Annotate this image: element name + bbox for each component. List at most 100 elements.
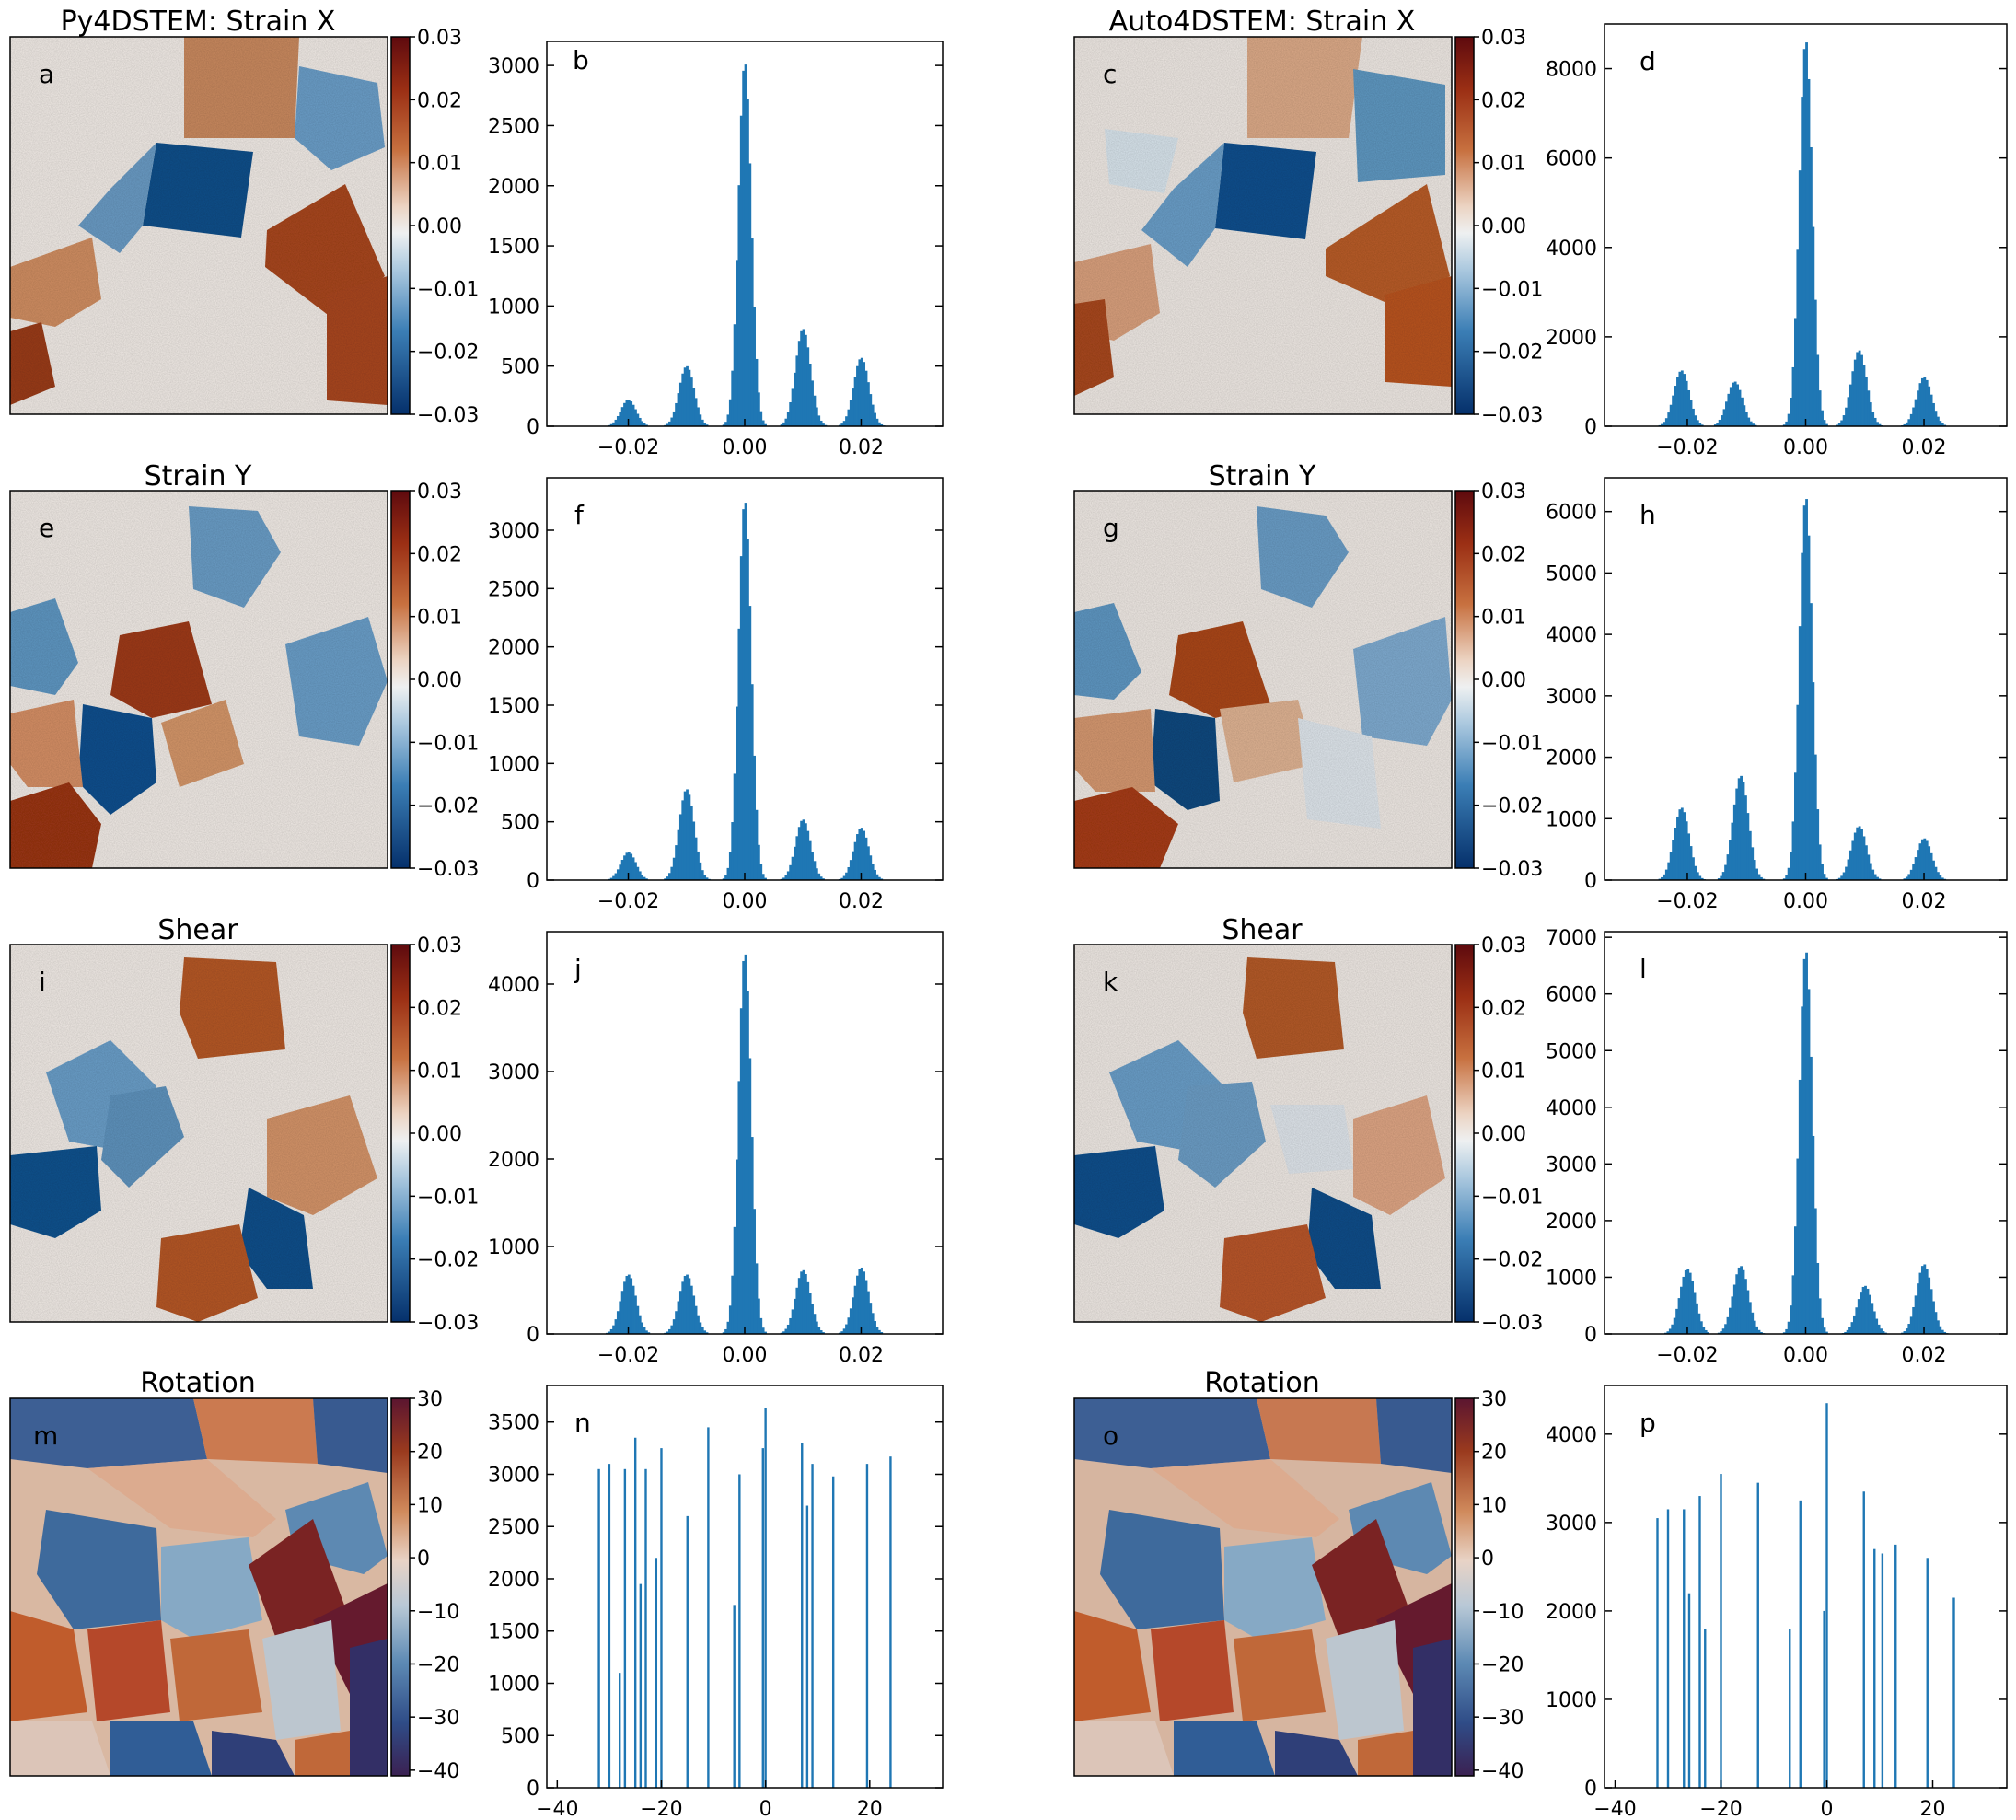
hist-bar-b-3 [815,407,818,426]
hist-bar-b-2 [731,370,735,426]
hist-bar-h-3 [1869,863,1872,880]
panel-label-c: c [1103,59,1117,89]
hist-bar-j-2 [739,1008,743,1334]
cbar-tick-label-3-1-1: 20 [1481,1442,1507,1465]
colorbar-c [1454,36,1475,415]
hist-bar-f-0 [609,877,613,880]
hist-bar-j-3 [817,1327,821,1334]
hist-bar-l-2 [1791,1275,1795,1334]
hist-bar-h-2 [1791,821,1795,880]
hist-frame-p [1604,1385,2008,1789]
hist-bar-b-3 [806,347,810,426]
hist-bar-j-1 [689,1285,693,1334]
hist-bar-f-0 [612,875,615,880]
hist-bar-h-2 [1802,505,1806,880]
hist-bar-b-4 [875,418,879,426]
hist-bar-d-0 [1696,420,1699,426]
hist-bar-j-0 [636,1305,640,1334]
hist-bar-j-4 [858,1269,862,1334]
hist-bar-l-4 [1917,1283,1919,1334]
hist-bar-d-3 [1842,415,1846,426]
hist-bar-h-0 [1676,816,1679,880]
hist-bar-h-1 [1757,874,1761,880]
hist-bar-b-1 [694,398,698,426]
hist-bar-h-3 [1840,875,1844,880]
hist-bar-d-1 [1749,421,1753,426]
hist-bar-h-4 [1923,838,1927,880]
hist-bar-j-2 [747,991,749,1334]
hist-bar-j-4 [875,1327,879,1334]
hist-spike-p-2 [1683,1509,1686,1788]
histogram-b: −0.02 0.00 0.02 0 500 1000 1500 2000 2500 3000 b [488,41,944,459]
hist-bar-f-4 [869,855,873,880]
hist-bar-d-0 [1669,404,1673,426]
hist-bar-h-2 [1796,704,1800,880]
hist-bar-d-3 [1847,397,1850,426]
hist-bar-l-3 [1872,1311,1876,1334]
hist-xtick-label-d-0: −0.02 [1656,436,1718,459]
hist-bar-d-2 [1813,299,1817,426]
hist-bar-f-4 [877,876,881,880]
hist-bar-d-2 [1821,410,1824,426]
hist-bar-j-3 [815,1321,818,1334]
hist-bar-f-3 [815,868,818,880]
hist-xtick-label-l-2: 0.02 [1902,1344,1947,1367]
hist-bar-f-3 [797,827,801,880]
hist-bar-j-0 [619,1301,622,1334]
histogram-d: −0.02 0.00 0.02 0 2000 4000 6000 8000 d [1546,23,2008,459]
hist-bar-f-2 [742,509,746,880]
hist-spike-p-4 [1698,1496,1701,1788]
hist-bar-j-3 [811,1304,814,1334]
hist-bar-l-1 [1726,1316,1730,1334]
map-i [10,945,388,1322]
hist-bar-l-4 [1928,1277,1931,1334]
hist-spike-n-19 [865,1464,869,1788]
frame-c [1073,36,1453,415]
hist-bar-d-4 [1939,421,1942,426]
histogram-l: −0.02 0.00 0.02 0 1000 2000 3000 4000 5000 6000 70… [1546,927,2008,1367]
hist-bar-d-4 [1925,379,1929,426]
hist-bar-b-0 [634,409,637,426]
hist-bar-l-1 [1735,1274,1739,1334]
hist-bar-h-4 [1934,866,1938,880]
histogram-p: −40 −20 0 20 0 1000 2000 3000 4000 p [1546,1385,2008,1820]
hist-spike-n-8 [660,1448,663,1788]
frame-k [1073,944,1453,1323]
hist-bar-l-3 [1844,1331,1848,1334]
hist-bar-h-3 [1856,827,1860,880]
hist-bar-f-2 [728,852,732,880]
cbar-tick-label-1-0-3: 0.00 [417,669,462,692]
hist-bar-h-4 [1903,878,1906,880]
cbar-tick-label-2-1-3: 0.00 [1481,1123,1526,1146]
hist-bar-d-1 [1744,412,1748,426]
cbar-tick-label-3-1-0: 30 [1481,1388,1507,1411]
hist-bar-f-3 [808,840,812,880]
map-e [10,491,388,868]
panel-label-k: k [1103,967,1118,997]
hist-bar-l-1 [1742,1269,1745,1334]
hist-bar-j-1 [699,1322,702,1334]
hist-bar-h-1 [1746,813,1750,880]
hist-bar-d-3 [1853,359,1857,426]
hist-bar-j-4 [863,1271,866,1334]
hist-bar-b-0 [616,415,620,426]
hist-bar-d-3 [1845,407,1848,426]
hist-spike-n-12 [738,1474,741,1788]
hist-xtick-label-n-0: −40 [536,1798,578,1820]
hist-bar-j-0 [641,1322,644,1334]
hist-bar-b-1 [688,369,691,426]
cbar-tick-label-1-0-0: 0.03 [417,481,462,504]
cbar-tick-label-3-0-1: 20 [417,1442,443,1465]
hist-ytick-label-b-0: 0 [527,416,539,439]
hist-bar-h-0 [1694,865,1697,880]
hist-bar-d-3 [1873,417,1877,426]
hist-bar-d-2 [1796,249,1800,426]
hist-bar-l-1 [1751,1312,1755,1334]
hist-bar-l-2 [1790,1305,1792,1334]
hist-bar-l-2 [1796,1158,1800,1334]
hist-bar-d-2 [1807,78,1811,427]
hist-bar-f-2 [755,809,759,880]
hist-bar-f-1 [703,875,707,880]
cbar-tick-label-2-0-2: 0.01 [417,1061,462,1084]
hist-spike-n-15 [801,1443,804,1788]
